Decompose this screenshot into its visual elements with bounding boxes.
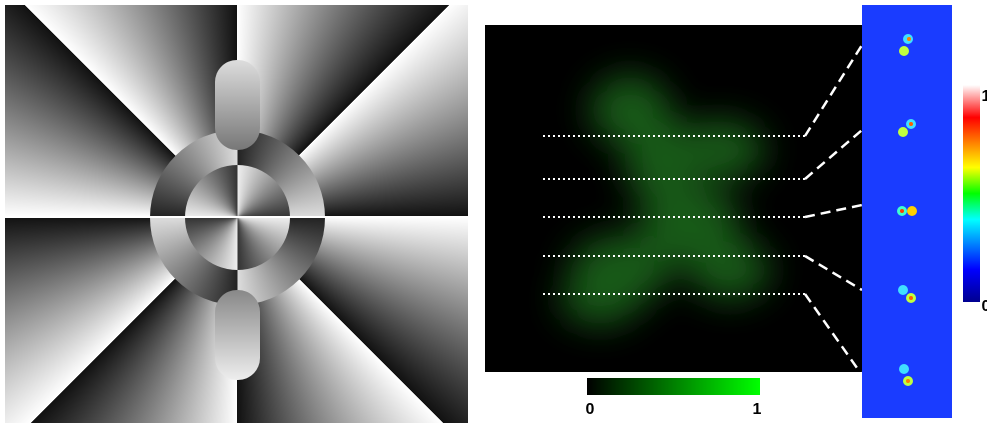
jet-colorbar	[963, 85, 980, 302]
psf-panel	[862, 5, 952, 418]
colorbar-label: 1	[982, 88, 987, 105]
figure: 0 1 1 0	[0, 0, 987, 428]
page: 0 1 1 0 (() => { const data = JSON.parse…	[0, 0, 987, 428]
green-colorbar	[587, 378, 760, 395]
colorbar-label: 1	[753, 401, 762, 418]
colorbar-label: 0	[982, 298, 987, 315]
colorbar-label: 0	[586, 401, 595, 418]
